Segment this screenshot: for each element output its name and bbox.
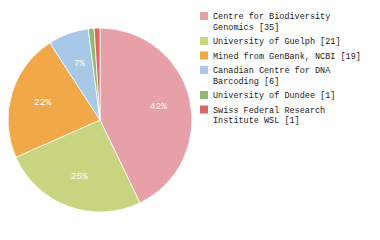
data-label: 7% — [74, 58, 86, 69]
legend-swatch — [200, 37, 208, 45]
legend-label: Centre for BiodiversityGenomics [35] — [213, 12, 330, 33]
legend-label-line: University of Dundee [1] — [213, 91, 335, 101]
legend-label-line: University of Guelph [21] — [213, 37, 341, 47]
data-label: 22% — [34, 97, 51, 108]
data-label: 42% — [150, 101, 167, 112]
legend-swatch — [200, 12, 208, 20]
legend-label-line: Canadian Centre for DNA — [213, 66, 331, 76]
legend-swatch — [200, 106, 208, 114]
legend-item: Canadian Centre for DNABarcoding [6] — [200, 66, 331, 87]
legend-label: Swiss Federal ResearchInstitute WSL [1] — [213, 106, 325, 127]
pie-slice — [94, 28, 100, 120]
legend-item: Mined from GenBank, NCBI [19] — [200, 52, 361, 62]
legend-item: University of Guelph [21] — [200, 37, 341, 47]
legend-label: University of Guelph [21] — [213, 37, 341, 47]
legend-item: Swiss Federal ResearchInstitute WSL [1] — [200, 106, 325, 127]
data-label: 25% — [71, 171, 88, 182]
legend-item: Centre for BiodiversityGenomics [35] — [200, 12, 330, 33]
legend-label-line: Institute WSL [1] — [213, 116, 300, 126]
legend-label-line: Centre for Biodiversity — [213, 12, 330, 22]
legend-label-line: Mined from GenBank, NCBI [19] — [213, 52, 361, 62]
legend-swatch — [200, 52, 208, 60]
legend-label-line: Swiss Federal Research — [213, 106, 325, 116]
legend-swatch — [200, 66, 208, 74]
chart: 42% 25% 22% 7% Centre for BiodiversityGenomi… — [0, 0, 380, 240]
pie-slice — [50, 29, 100, 120]
legend-label-line: Genomics [35] — [213, 23, 279, 33]
legend-item: University of Dundee [1] — [200, 91, 335, 101]
legend: Centre for BiodiversityGenomics [35] Univ… — [200, 12, 361, 126]
pie-slice — [88, 28, 100, 120]
legend-label: University of Dundee [1] — [213, 91, 335, 101]
pie: 42% 25% 22% 7% — [8, 28, 192, 212]
legend-label-line: Barcoding [6] — [213, 77, 279, 87]
legend-label: Mined from GenBank, NCBI [19] — [213, 52, 361, 62]
legend-swatch — [200, 91, 208, 99]
legend-label: Canadian Centre for DNABarcoding [6] — [213, 66, 331, 87]
